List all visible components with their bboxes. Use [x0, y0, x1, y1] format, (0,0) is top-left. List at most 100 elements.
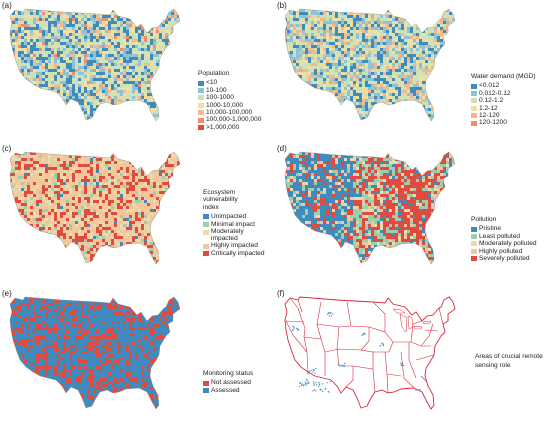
panel-label: (c): [2, 144, 12, 153]
legend-label: 10,000-100,000: [206, 109, 253, 116]
panel-water-demand: (b) Water demand (MGD) <0.012 0.012-0.12…: [275, 0, 550, 143]
pollution-legend: Pollution Pristine Least polluted Modera…: [471, 216, 549, 262]
legend-item: 1.2-12: [471, 105, 549, 112]
legend-swatch: [198, 110, 204, 116]
legend-title: Population: [198, 70, 230, 77]
panel-pollution: (d) Pollution Pristine Least polluted Mo…: [275, 143, 550, 286]
legend-swatch: [198, 102, 204, 108]
legend-swatch: [198, 117, 204, 123]
legend-swatch: [471, 226, 477, 232]
legend-swatch: [471, 233, 477, 239]
legend-label: Highly polluted: [479, 247, 523, 255]
legend-label: Minimal impact: [211, 220, 255, 228]
legend-swatch: [203, 243, 209, 249]
legend-swatch: [198, 87, 204, 93]
panel-ecosystem-vulnerability: (c) Ecosystem vulnerability index Unimpa…: [0, 143, 275, 286]
panel-population: (a) Population <10 10-100 100-1000 1000-…: [0, 0, 275, 143]
legend-label: 100-1000: [206, 94, 234, 102]
legend-label: 1.2-12: [479, 104, 498, 112]
legend-title: Water demand (MGD): [471, 73, 536, 80]
legend-swatch: [198, 124, 204, 130]
legend-label: 0.12-1.2: [479, 97, 504, 105]
legend-item: Unimpacted: [203, 213, 273, 220]
water-demand-legend: Water demand (MGD) <0.012 0.012-0.12 0.1…: [471, 73, 549, 127]
legend-label: <10: [206, 79, 218, 87]
panel-label: (d): [277, 144, 287, 153]
legend-item: 10,000-100,000: [198, 109, 274, 116]
remote-sensing-legend: Areas of crucial remote sensing role: [475, 353, 545, 372]
legend-swatch: [471, 120, 477, 126]
legend-title: Areas of crucial remote sensing role: [475, 353, 543, 369]
legend-label: Moderately impacted: [211, 227, 244, 243]
legend-label: Severely polluted: [479, 255, 530, 262]
legend-label: 100,000-1,000,000: [206, 116, 262, 124]
legend-swatch: [471, 105, 477, 111]
map-cells: [10, 152, 180, 264]
remote-sensing-map: [284, 296, 456, 410]
legend-item: <10: [198, 79, 274, 86]
legend-swatch: [203, 250, 209, 256]
legend-swatch: [471, 241, 477, 247]
legend-item: 0.012-0.12: [471, 90, 549, 97]
legend-swatch: [203, 221, 209, 227]
ecosystem-vulnerability-map: [9, 151, 181, 265]
legend-swatch: [471, 113, 477, 119]
legend-title: Pollution: [471, 216, 497, 223]
legend-swatch: [203, 380, 209, 386]
legend-swatch: [203, 229, 209, 235]
panel-label: (b): [277, 1, 287, 10]
legend-swatch: [471, 256, 477, 262]
legend-swatch: [471, 248, 477, 254]
legend-title: Ecosystem vulnerability index: [203, 189, 238, 211]
panel-remote-sensing: (f) Areas of crucial remote sensing role: [275, 288, 550, 431]
legend-item: Moderately impacted: [203, 228, 273, 243]
legend-swatch: [198, 80, 204, 86]
great-lakes: [392, 308, 432, 333]
population-map: [9, 8, 181, 122]
legend-item: Least polluted: [471, 233, 549, 240]
legend-label: Highly impacted: [211, 242, 258, 250]
legend-label: 120-1200: [479, 119, 507, 127]
pollution-map: [284, 151, 456, 265]
legend-label: Not assessed: [211, 379, 251, 387]
legend-item: Highly impacted: [203, 242, 273, 249]
legend-item: 100,000-1,000,000: [198, 116, 274, 123]
monitoring-status-map: [9, 296, 181, 410]
legend-item: Not assessed: [203, 379, 273, 386]
legend-swatch: [471, 83, 477, 89]
panel-monitoring-status: (e) Monitoring status Not assessed Asses…: [0, 288, 275, 431]
legend-swatch: [203, 214, 209, 220]
map-cells: [285, 152, 455, 264]
map-cells: [285, 9, 455, 121]
legend-item: >1,000,000: [198, 124, 274, 131]
legend-item: Pristine: [471, 225, 549, 232]
legend-label: Unimpacted: [211, 213, 247, 221]
legend-item: Assessed: [203, 387, 273, 394]
legend-label: <0.012: [479, 82, 500, 90]
map-cells: [10, 297, 180, 409]
legend-swatch: [198, 95, 204, 101]
water-demand-map: [284, 8, 456, 122]
legend-swatch: [203, 387, 209, 393]
state-boundaries: [285, 297, 444, 394]
legend-item: Critically impacted: [203, 250, 273, 257]
country-outline: [284, 296, 456, 410]
legend-swatch: [471, 98, 477, 104]
legend-label: Pristine: [479, 225, 501, 233]
legend-item: 1000-10,000: [198, 102, 274, 109]
legend-label: 12-120: [479, 112, 500, 119]
legend-label: Critically impacted: [211, 249, 265, 257]
remote-sensing-areas: [291, 312, 421, 393]
legend-label: Assessed: [211, 386, 240, 394]
population-legend: Population <10 10-100 100-1000 1000-10,0…: [198, 70, 274, 131]
legend-label: Moderately polluted: [479, 240, 537, 248]
legend-label: 1000-10,000: [206, 101, 244, 109]
legend-label: 10-100: [206, 86, 227, 94]
legend-item: 0.12-1.2: [471, 97, 549, 104]
legend-title: Monitoring status: [203, 370, 254, 377]
legend-item: Highly polluted: [471, 248, 549, 255]
legend-item: 120-1200: [471, 119, 549, 126]
legend-label: Least polluted: [479, 232, 521, 240]
legend-swatch: [471, 90, 477, 96]
legend-label: 0.012-0.12: [479, 89, 511, 97]
